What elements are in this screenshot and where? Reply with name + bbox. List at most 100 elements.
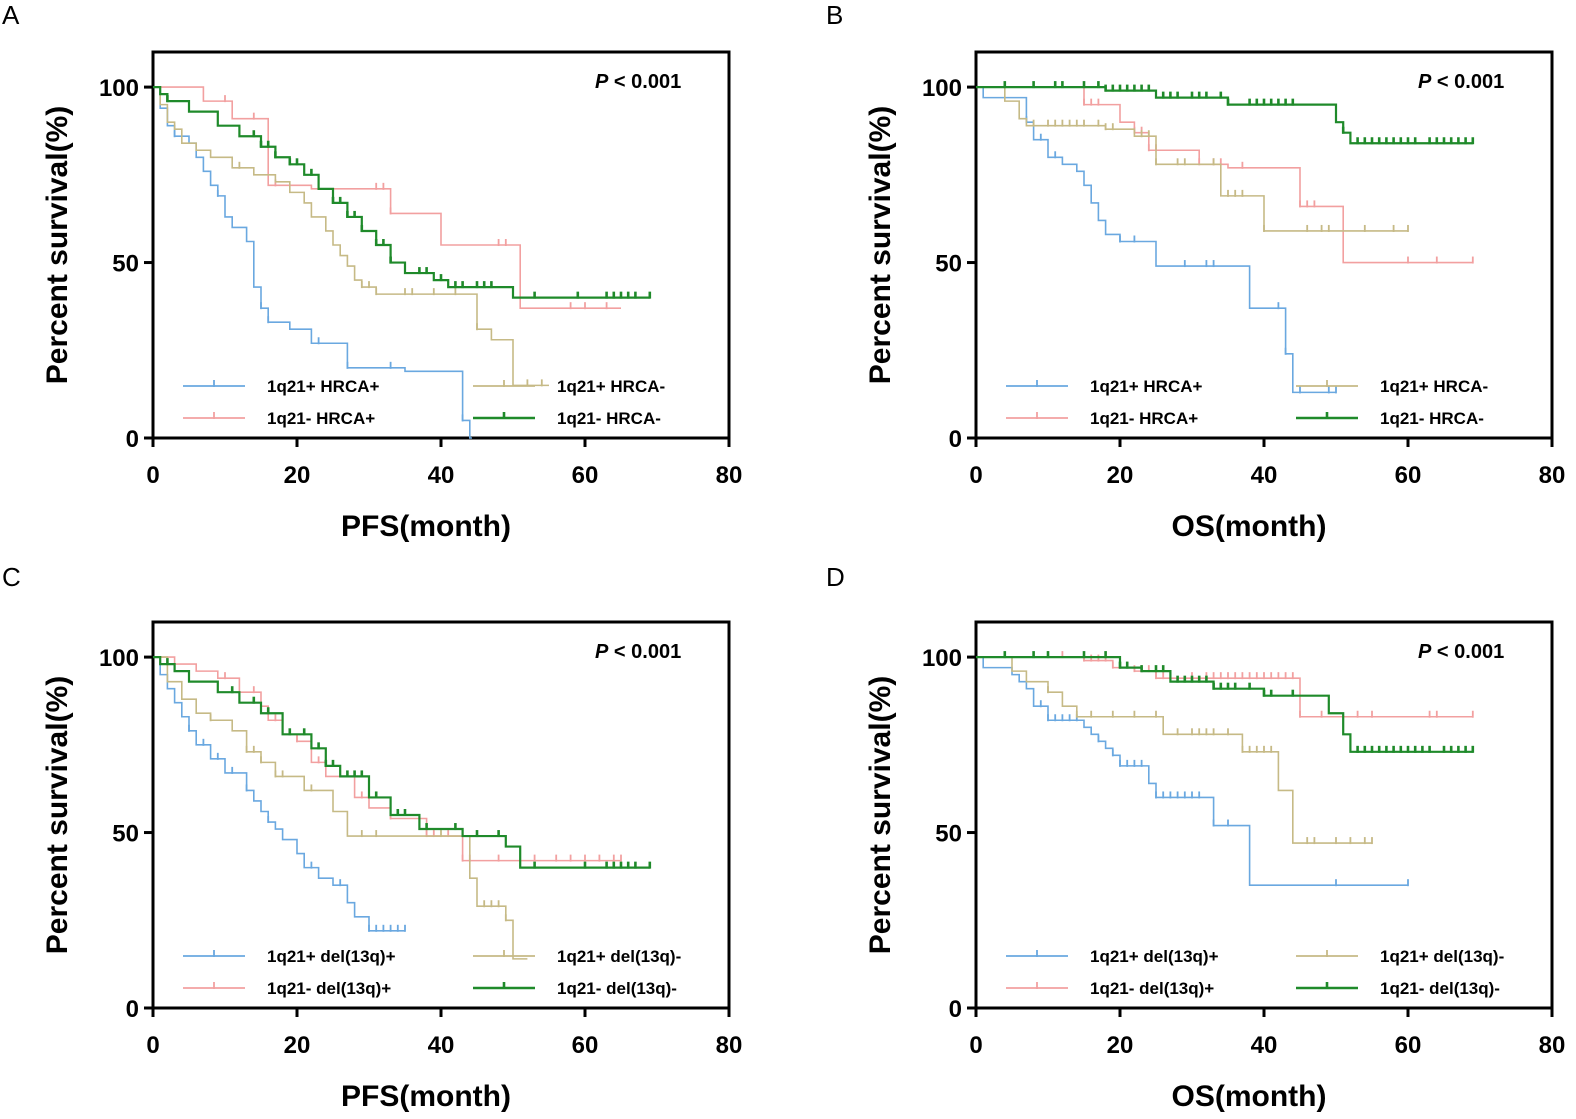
x-tick-label: 0 xyxy=(969,462,982,489)
p-value-symbol: P xyxy=(1418,71,1432,93)
x-axis-label: PFS(month) xyxy=(341,510,511,543)
series-1q21-del-13q- xyxy=(976,651,1475,753)
legend-item: 1q21- HRCA- xyxy=(473,409,661,428)
legend-label: 1q21+ HRCA+ xyxy=(1090,377,1203,396)
legend-label: 1q21+ del(13q)- xyxy=(1380,947,1504,966)
y-tick-label: 50 xyxy=(112,251,139,278)
x-axis-label: OS(month) xyxy=(1172,510,1327,543)
survival-curve xyxy=(153,85,650,299)
legend-label: 1q21+ del(13q)+ xyxy=(267,947,396,966)
survival-curve xyxy=(976,655,1473,753)
series-1q21-hrca- xyxy=(153,85,652,299)
legend-label: 1q21- del(13q)- xyxy=(557,979,677,998)
survival-curve xyxy=(976,86,1473,264)
y-tick-label: 100 xyxy=(922,645,962,672)
y-tick-label: 0 xyxy=(126,996,139,1023)
legend-item: 1q21- HRCA- xyxy=(1296,409,1484,428)
legend-label: 1q21- HRCA- xyxy=(557,409,661,428)
x-tick-label: 0 xyxy=(969,1032,982,1059)
y-tick-label: 0 xyxy=(126,426,139,453)
y-tick-label: 0 xyxy=(949,996,962,1023)
series-1q21-hrca- xyxy=(976,86,1337,394)
p-value-text: < 0.001 xyxy=(608,71,681,93)
survival-curve xyxy=(153,86,549,387)
x-tick-label: 80 xyxy=(1539,462,1566,489)
legend-item: 1q21- del(13q)+ xyxy=(183,979,391,998)
panel-c: C 0 20 40 60 80 0 50 100 PFS(month) Percent surviv… xyxy=(2,562,742,1113)
series-1q21-del-13q- xyxy=(153,655,652,869)
x-tick-label: 20 xyxy=(1107,1032,1134,1059)
legend-label: 1q21- HRCA- xyxy=(1380,409,1484,428)
x-tick-label: 60 xyxy=(572,462,599,489)
x-tick-label: 20 xyxy=(284,1032,311,1059)
survival-curve xyxy=(976,656,1408,886)
x-tick-label: 60 xyxy=(1395,1032,1422,1059)
p-value-text: < 0.001 xyxy=(608,641,681,663)
x-tick-label: 20 xyxy=(1107,462,1134,489)
survival-curve xyxy=(976,86,1408,232)
legend-item: 1q21+ del(13q)- xyxy=(1296,947,1504,966)
panel-label: A xyxy=(2,0,20,30)
legend-item: 1q21+ HRCA- xyxy=(473,377,665,396)
legend-label: 1q21- del(13q)+ xyxy=(267,979,391,998)
panel-label: D xyxy=(826,562,845,592)
series-1q21-hrca- xyxy=(976,86,1409,232)
p-value-text: < 0.001 xyxy=(1431,71,1504,93)
series-1q21-hrca- xyxy=(976,81,1475,145)
survival-curve xyxy=(153,86,621,309)
x-tick-label: 20 xyxy=(284,462,311,489)
legend-label: 1q21- HRCA+ xyxy=(1090,409,1198,428)
legend-label: 1q21+ del(13q)- xyxy=(557,947,681,966)
p-value: P < 0.001 xyxy=(595,71,681,93)
y-tick-label: 50 xyxy=(112,821,139,848)
legend-label: 1q21+ del(13q)+ xyxy=(1090,947,1219,966)
p-value: P < 0.001 xyxy=(595,641,681,663)
survival-curve xyxy=(153,656,405,932)
y-tick-label: 0 xyxy=(949,426,962,453)
survival-curve xyxy=(153,86,472,439)
survival-curve xyxy=(976,85,1473,145)
y-tick-label: 50 xyxy=(935,251,962,278)
x-tick-label: 40 xyxy=(428,462,455,489)
legend-item: 1q21- del(13q)+ xyxy=(1006,979,1214,998)
y-tick-label: 50 xyxy=(935,821,962,848)
legend-item: 1q21- del(13q)- xyxy=(1296,979,1500,998)
legend-label: 1q21- del(13q)+ xyxy=(1090,979,1214,998)
x-tick-label: 0 xyxy=(146,462,159,489)
survival-curve xyxy=(976,656,1372,844)
y-tick-label: 100 xyxy=(922,75,962,102)
legend-item: 1q21+ del(13q)+ xyxy=(183,947,396,966)
survival-curve xyxy=(153,656,528,960)
legend-label: 1q21+ HRCA- xyxy=(557,377,665,396)
p-value-symbol: P xyxy=(1418,641,1432,663)
y-axis-label: Percent survival(%) xyxy=(864,676,897,954)
series-1q21-del-13q- xyxy=(976,651,1474,718)
panel-d: D 0 20 40 60 80 0 50 100 OS(month) Percent surviva… xyxy=(826,562,1565,1113)
legend-item: 1q21- HRCA+ xyxy=(183,409,375,428)
legend-label: 1q21+ HRCA+ xyxy=(267,377,380,396)
x-tick-label: 80 xyxy=(716,462,743,489)
x-tick-label: 80 xyxy=(1539,1032,1566,1059)
p-value-symbol: P xyxy=(595,71,609,93)
x-tick-label: 40 xyxy=(428,1032,455,1059)
legend-item: 1q21+ HRCA+ xyxy=(183,377,380,396)
series-1q21-del-13q- xyxy=(153,656,528,960)
series-1q21-del-13q- xyxy=(153,656,406,932)
x-tick-label: 60 xyxy=(572,1032,599,1059)
x-tick-label: 80 xyxy=(716,1032,743,1059)
survival-curve xyxy=(976,656,1473,718)
panel-b: B 0 20 40 60 80 0 50 100 OS(month) Percent surviva… xyxy=(826,0,1565,543)
x-tick-label: 60 xyxy=(1395,462,1422,489)
legend-item: 1q21- del(13q)- xyxy=(473,979,677,998)
y-tick-label: 100 xyxy=(99,645,139,672)
legend-item: 1q21+ del(13q)- xyxy=(473,947,681,966)
p-value-symbol: P xyxy=(595,641,609,663)
x-axis-label: PFS(month) xyxy=(341,1080,511,1113)
legend-label: 1q21- HRCA+ xyxy=(267,409,375,428)
legend-item: 1q21+ HRCA+ xyxy=(1006,377,1203,396)
x-tick-label: 0 xyxy=(146,1032,159,1059)
series-1q21-del-13q- xyxy=(153,656,622,862)
series-1q21-del-13q- xyxy=(976,656,1409,887)
series-1q21-hrca- xyxy=(153,86,549,387)
